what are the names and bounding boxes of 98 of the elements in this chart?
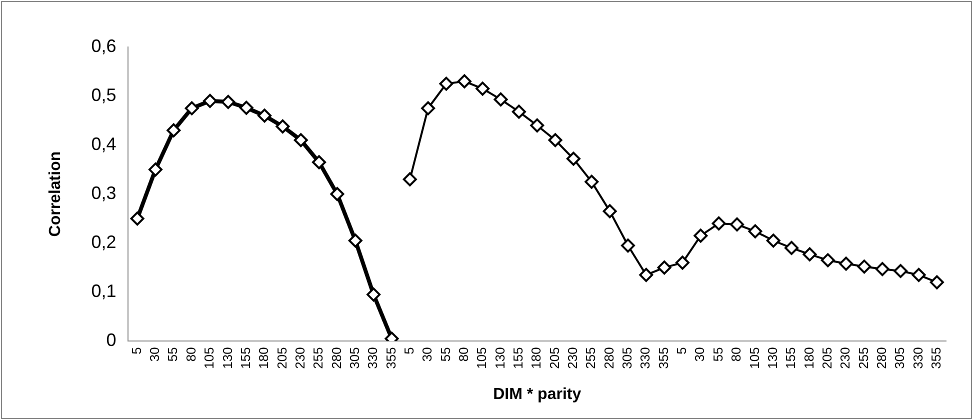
x-tick-label: 180 — [256, 347, 272, 369]
x-tick-label: 30 — [147, 347, 162, 362]
x-tick-label: 80 — [728, 347, 744, 362]
point — [184, 101, 199, 116]
x-tick-label: 230 — [292, 347, 308, 369]
x-tick-label: 305 — [892, 347, 908, 369]
point — [221, 94, 236, 109]
point — [457, 74, 472, 88]
point — [421, 101, 436, 116]
x-tick-label: 280 — [874, 347, 889, 369]
x-tick-label: 330 — [638, 347, 653, 369]
point — [548, 133, 562, 148]
x-tick-label: 5 — [674, 347, 690, 354]
x-tick-label: 130 — [492, 347, 508, 369]
x-tick-label: 355 — [928, 347, 944, 369]
x-tick-label: 355 — [656, 347, 671, 369]
x-tick-label: 330 — [365, 347, 380, 369]
point — [620, 238, 635, 253]
point — [839, 256, 854, 271]
x-tick-label: 105 — [202, 347, 217, 369]
x-tick-label: 30 — [420, 347, 435, 362]
point — [712, 216, 726, 230]
x-tick-label: 205 — [819, 347, 834, 369]
point — [857, 260, 872, 274]
y-tick-label: 0,4 — [91, 134, 116, 154]
x-tick-label: 205 — [546, 347, 562, 369]
point — [784, 240, 799, 255]
point — [148, 162, 162, 177]
x-tick-label: 30 — [692, 347, 708, 362]
x-tick-label: 180 — [528, 347, 544, 369]
point — [694, 228, 708, 243]
x-tick-label: 230 — [565, 347, 580, 369]
x-tick-label: 80 — [183, 347, 198, 362]
x-tick-label: 255 — [583, 347, 598, 369]
point — [875, 262, 890, 276]
y-tick-label: 0,6 — [91, 36, 116, 56]
x-tick-label: 330 — [910, 347, 926, 369]
point — [566, 152, 580, 166]
x-tick-label: 205 — [274, 347, 290, 369]
x-tick-label: 255 — [310, 347, 326, 369]
x-axis-title: DIM * parity — [493, 386, 582, 403]
point — [748, 224, 762, 238]
x-tick-label: 130 — [764, 347, 780, 369]
point — [602, 204, 617, 218]
x-tick-label: 55 — [165, 347, 180, 362]
point — [258, 108, 272, 123]
x-tick-label: 305 — [346, 347, 362, 369]
x-tick-label: 80 — [456, 347, 471, 362]
y-axis-title: Correlation — [47, 151, 64, 237]
point — [820, 253, 835, 268]
point — [675, 256, 690, 270]
point — [476, 82, 490, 96]
point — [894, 264, 908, 278]
point — [294, 133, 308, 148]
point — [402, 172, 417, 186]
x-tick-label: 180 — [801, 347, 816, 369]
x-tick-label: 130 — [220, 347, 235, 369]
x-tick-label: 55 — [710, 347, 726, 362]
y-tick-label: 0 — [106, 330, 116, 350]
x-tick-label: 355 — [383, 347, 398, 369]
point — [766, 234, 780, 248]
x-tick-label: 155 — [238, 347, 253, 369]
point — [130, 212, 144, 226]
point — [730, 217, 744, 232]
y-tick-label: 0,1 — [91, 281, 116, 302]
x-tick-label: 230 — [838, 347, 853, 369]
x-tick-label: 280 — [601, 347, 616, 369]
x-tick-label: 155 — [783, 347, 798, 369]
x-tick-label: 105 — [746, 347, 762, 369]
x-tick-label: 5 — [401, 347, 416, 354]
point — [348, 234, 362, 248]
point — [657, 260, 672, 275]
x-tick-label: 305 — [620, 347, 635, 369]
point — [439, 76, 454, 91]
point — [584, 174, 599, 189]
point — [366, 288, 381, 302]
y-tick-label: 0,3 — [91, 183, 116, 204]
x-tick-label: 155 — [510, 347, 526, 369]
y-tick-label: 0,5 — [91, 84, 116, 105]
point — [166, 123, 181, 138]
point — [494, 92, 508, 106]
x-tick-label: 55 — [438, 347, 453, 362]
point — [639, 268, 654, 282]
point — [530, 118, 544, 132]
x-tick-label: 5 — [128, 347, 144, 354]
point — [930, 275, 944, 290]
point — [802, 247, 817, 262]
point — [912, 268, 926, 282]
point — [239, 100, 254, 115]
point — [276, 119, 290, 134]
point — [512, 104, 526, 119]
x-tick-label: 255 — [856, 347, 871, 369]
point — [312, 155, 326, 170]
x-tick-label: 105 — [474, 347, 490, 369]
y-tick-label: 0,2 — [91, 232, 116, 252]
x-tick-label: 280 — [328, 347, 344, 369]
point — [330, 187, 344, 202]
point — [203, 94, 217, 108]
